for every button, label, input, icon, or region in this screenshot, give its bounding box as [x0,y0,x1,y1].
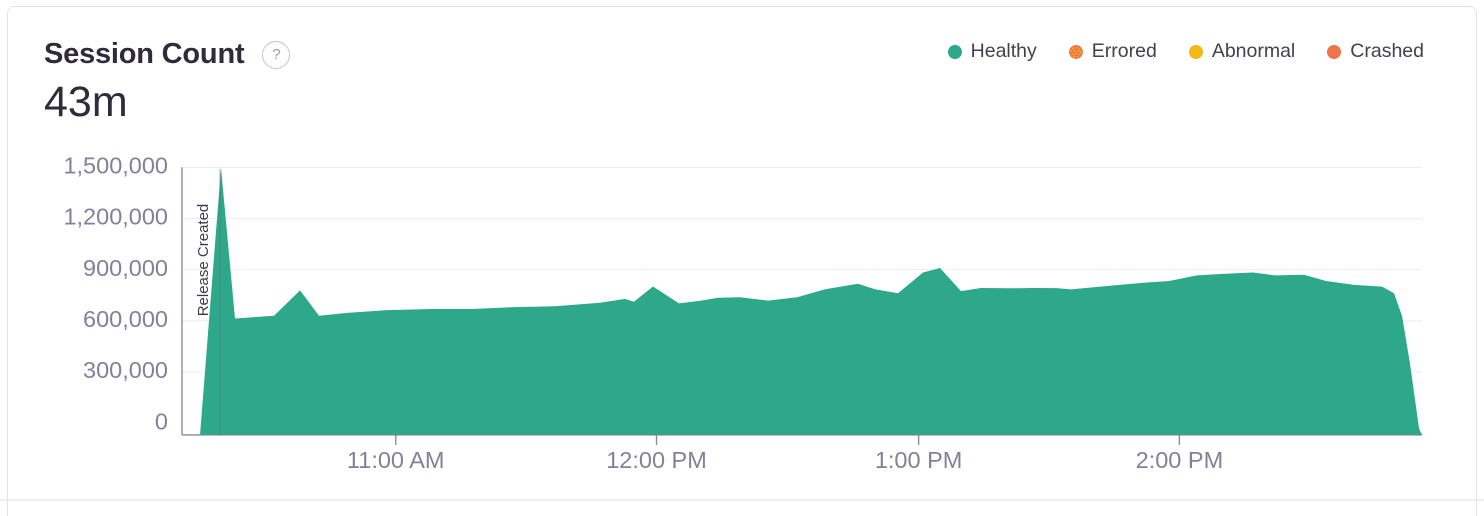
svg-text:Release Created: Release Created [195,204,212,317]
svg-text:1:00 PM: 1:00 PM [875,447,963,473]
svg-text:300,000: 300,000 [83,357,168,383]
svg-text:0: 0 [155,408,168,434]
svg-text:1,200,000: 1,200,000 [63,204,168,230]
svg-text:1,500,000: 1,500,000 [63,153,168,179]
svg-text:900,000: 900,000 [83,255,168,281]
svg-text:600,000: 600,000 [83,306,168,332]
svg-text:11:00 AM: 11:00 AM [347,447,445,473]
svg-text:2:00 PM: 2:00 PM [1136,447,1224,473]
svg-text:12:00 PM: 12:00 PM [606,447,707,473]
